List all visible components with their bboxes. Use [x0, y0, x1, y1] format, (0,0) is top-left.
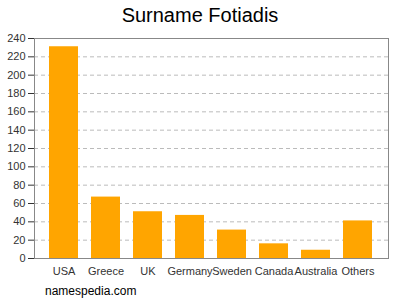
svg-text:USA: USA: [53, 265, 76, 277]
svg-text:Germany: Germany: [167, 265, 213, 277]
svg-text:220: 220: [7, 50, 25, 62]
svg-text:Sweden: Sweden: [212, 265, 252, 277]
svg-text:Canada: Canada: [255, 265, 294, 277]
svg-text:60: 60: [13, 197, 25, 209]
svg-text:20: 20: [13, 234, 25, 246]
svg-text:Greece: Greece: [88, 265, 124, 277]
svg-text:140: 140: [7, 124, 25, 136]
svg-text:100: 100: [7, 160, 25, 172]
svg-text:120: 120: [7, 142, 25, 154]
svg-text:240: 240: [7, 32, 25, 44]
svg-text:160: 160: [7, 105, 25, 117]
html-text:namespedia.com: namespedia.com: [45, 284, 137, 298]
svg-text:0: 0: [19, 252, 25, 264]
svg-text:Australia: Australia: [295, 265, 339, 277]
html-text:Surname Fotiadis: Surname Fotiadis: [121, 4, 279, 26]
svg-text:180: 180: [7, 87, 25, 99]
svg-text:80: 80: [13, 179, 25, 191]
svg-text:Others: Others: [341, 265, 375, 277]
svg-text:UK: UK: [140, 265, 156, 277]
svg-text:200: 200: [7, 69, 25, 81]
svg-text:40: 40: [13, 215, 25, 227]
